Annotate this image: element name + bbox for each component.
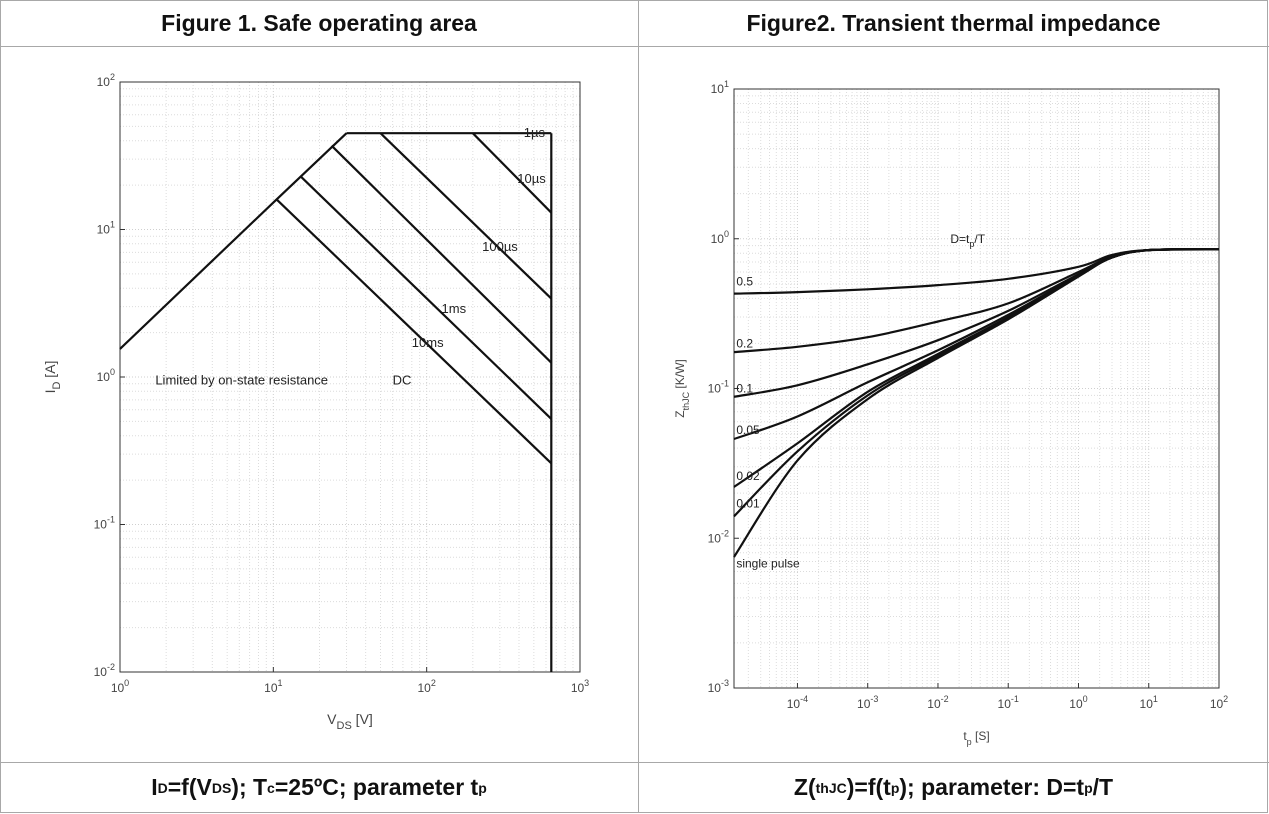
zth-series-label: single pulse	[736, 556, 800, 570]
soa-y-tick-label: 102	[97, 72, 115, 89]
zth-x-tick-label: 10-2	[927, 694, 948, 711]
zth-series-label: 0.5	[736, 274, 753, 288]
zth-series-0-05	[733, 248, 1220, 441]
zth-y-tick-label: 101	[711, 79, 729, 96]
soa-y-axis-label: ID [A]	[42, 361, 63, 394]
soa-x-tick-label: 103	[571, 678, 589, 695]
soa-y-tick-label: 10-1	[94, 515, 115, 532]
soa-y-tick-label: 100	[97, 367, 115, 384]
soa-series-label: Limited by on-state resistance	[155, 372, 328, 387]
soa-series-label: DC	[393, 372, 412, 387]
soa-series-10-s	[472, 132, 553, 214]
soa-series-label: 1µs	[524, 125, 546, 140]
footer-divider	[0, 762, 1269, 763]
safe-operating-area-chart: 100 101 102 103 10-2 10-1 100 101 102 VDS [V] ID […	[42, 72, 589, 732]
zth-x-tick-label: 100	[1069, 694, 1087, 711]
soa-series-label: 100µs	[482, 239, 518, 254]
soa-series-limited-by-on-state-resistance	[119, 132, 348, 350]
column-divider	[638, 0, 639, 813]
zth-y-tick-label: 10-2	[708, 528, 729, 545]
zth-y-tick-label: 10-1	[708, 379, 729, 396]
transient-thermal-impedance-chart: 10-4 10-3 10-2 10-1 100 101 102 10-3 10-2 10-1 100…	[673, 79, 1228, 747]
zth-parameter-label: D=tp/T	[950, 232, 985, 249]
soa-x-axis-label: VDS [V]	[327, 711, 373, 732]
soa-series-100-s	[379, 132, 553, 300]
figure2-caption: Z(thJC)=f(t p); parameter: D=t p/T	[793, 774, 1114, 800]
zth-x-tick-label: 101	[1140, 694, 1158, 711]
soa-x-tick-label: 100	[111, 678, 129, 695]
soa-series-dc	[275, 198, 553, 465]
soa-series-label: 10µs	[517, 171, 546, 186]
soa-x-tick-label: 101	[264, 678, 282, 695]
zth-series-label: 0.01	[736, 497, 760, 511]
zth-series-0-1	[733, 248, 1220, 398]
soa-series-label: 10ms	[412, 335, 444, 350]
zth-series-label: 0.02	[736, 469, 760, 483]
soa-series-10ms	[299, 175, 553, 420]
soa-series-1ms	[330, 144, 553, 364]
zth-x-tick-label: 102	[1210, 694, 1228, 711]
zth-y-tick-label: 100	[711, 229, 729, 246]
zth-x-tick-label: 10-4	[787, 694, 808, 711]
zth-x-tick-label: 10-1	[998, 694, 1019, 711]
zth-series-label: 0.05	[736, 423, 760, 437]
zth-series-label: 0.1	[736, 382, 753, 396]
zth-series-0-5	[733, 248, 1220, 295]
soa-y-tick-label: 101	[97, 220, 115, 237]
zth-series-single-pulse	[733, 248, 1220, 558]
zth-x-tick-label: 10-3	[857, 694, 878, 711]
soa-y-tick-label: 10-2	[94, 662, 115, 679]
soa-series-label: 1ms	[442, 301, 467, 316]
zth-y-tick-label: 10-3	[708, 678, 729, 695]
zth-x-axis-label: tp [S]	[963, 729, 989, 747]
zth-series-label: 0.2	[736, 336, 753, 350]
figure2-title: Figure2. Transient thermal impedance	[746, 9, 1161, 36]
zth-y-axis-label: ZthJC [K/W]	[673, 359, 691, 418]
figure1-title: Figure 1. Safe operating area	[161, 9, 477, 36]
soa-x-tick-label: 102	[417, 678, 435, 695]
header-divider	[0, 46, 1269, 47]
